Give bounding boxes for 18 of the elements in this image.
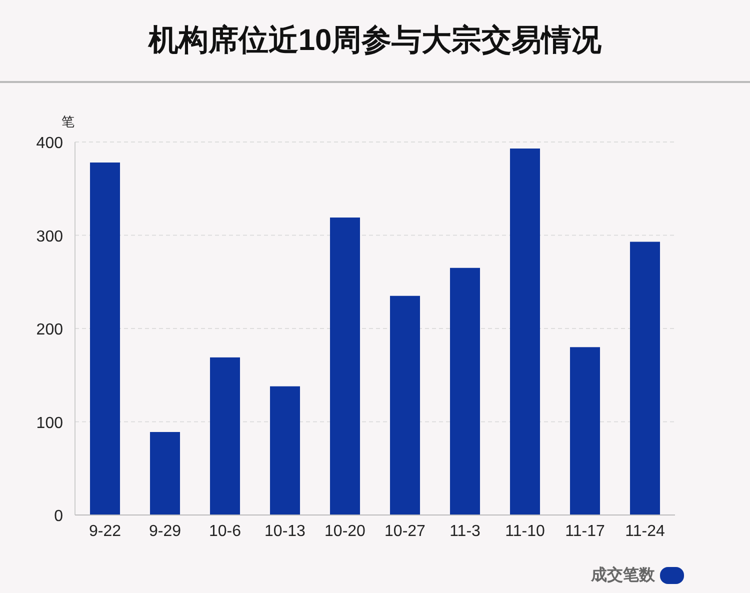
ytick: 200 [36,322,63,338]
xtick: 11-17 [565,523,605,540]
ytick: 300 [36,228,63,246]
xtick: 10-6 [208,523,242,540]
xtick: 9-22 [88,523,122,540]
xtick: 10-20 [324,523,366,540]
ylabel: 笔 [62,114,74,129]
xtick: 10-27 [384,523,426,540]
xtick: 11-24 [625,523,665,540]
xtick: 9-29 [148,523,182,540]
title: 机构席位近10周参与大宗交易情况 [148,24,602,57]
xtick: 11-3 [450,523,480,540]
legend-label: 成交笔数 [591,567,655,584]
ytick: 0 [54,508,63,525]
xtick: 10-13 [264,523,306,540]
ytick: 400 [36,135,63,152]
ytick: 100 [36,414,63,432]
xtick: 11-10 [505,523,545,540]
